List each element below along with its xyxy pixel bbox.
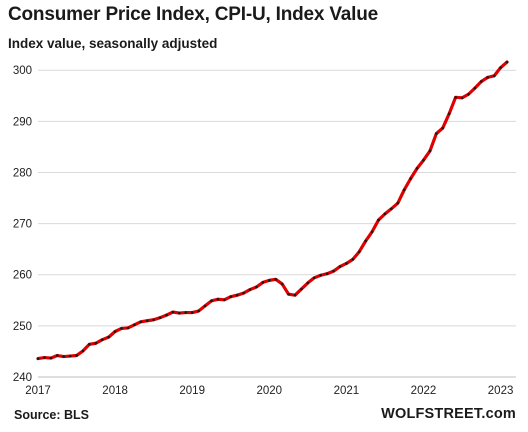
y-tick-label: 290 [13,116,32,128]
data-point [357,250,361,254]
data-point [390,207,393,211]
x-tick-label: 2021 [334,385,360,397]
data-point [409,177,412,180]
data-point [338,265,342,268]
data-point [300,287,303,291]
data-point [165,313,168,317]
data-point [229,295,233,299]
data-point [75,354,78,357]
y-tick-label: 260 [13,270,32,282]
data-point [364,239,368,243]
data-point [473,86,477,90]
data-point [62,355,66,358]
data-point [120,327,123,330]
data-point [492,74,496,78]
data-point [396,201,400,205]
brand-label: WOLFSTREET.com [381,406,516,422]
data-point [383,212,387,216]
data-point [100,338,104,342]
data-point [235,293,239,297]
data-point [479,80,483,83]
data-point [139,320,143,324]
data-point [126,326,130,330]
data-point [274,277,278,281]
y-axis-ticks: 240 250 260 270 280 290 300 [13,65,32,384]
data-point [261,281,265,284]
data-point [306,281,310,285]
data-point [145,319,149,323]
data-point [184,311,188,314]
data-point [203,304,207,308]
y-tick-label: 240 [13,372,32,384]
data-point [447,112,451,116]
data-point [36,357,40,360]
data-point [242,291,245,295]
grid-lines [38,69,516,378]
data-point [454,95,457,99]
data-point [332,269,335,273]
data-point [280,282,284,286]
data-point [319,273,323,277]
data-point [197,309,200,313]
x-tick-label: 2023 [488,385,514,397]
data-point [422,158,425,162]
x-axis-ticks: 2017 2018 2019 2020 2021 2022 2023 [25,385,513,397]
data-point [351,258,355,261]
x-tick-label: 2020 [256,385,282,397]
x-tick-label: 2018 [102,385,128,397]
data-point [467,92,470,96]
data-point [402,188,406,192]
data-point [88,342,91,346]
data-point [505,60,509,64]
data-point [486,76,490,79]
data-point [267,279,271,282]
data-point [152,318,155,322]
chart-title: Consumer Price Index, CPI-U, Index Value [8,4,379,25]
x-tick-label: 2022 [411,385,437,397]
data-point [158,316,162,320]
cpi-series-line [36,60,509,361]
data-point [94,341,98,345]
data-point [81,349,85,353]
series-group [36,60,509,361]
data-point [255,285,258,289]
chart-subtitle: Index value, seasonally adjusted [8,36,218,51]
data-point [499,66,502,70]
data-point [415,167,419,170]
data-point [190,311,194,314]
data-point [49,356,53,360]
data-point [370,230,374,234]
x-tick-label: 2019 [179,385,205,397]
data-point [248,288,252,291]
data-point [55,354,59,357]
data-point [345,262,348,265]
data-point [428,149,432,153]
data-point [210,299,213,303]
data-point [177,311,181,315]
data-point [113,330,117,333]
data-point [434,132,438,135]
y-tick-label: 300 [13,65,32,77]
source-label: Source: BLS [14,408,90,422]
data-point [293,293,297,297]
data-point [222,298,226,302]
data-point [312,276,316,280]
y-tick-label: 270 [13,219,32,231]
data-point [441,126,445,130]
data-point [216,297,220,301]
data-point [325,272,329,276]
data-point [133,323,136,327]
data-point [460,96,464,100]
x-tick-label: 2017 [25,385,51,397]
y-tick-label: 280 [13,167,32,179]
data-point [287,292,290,296]
data-point [68,354,72,358]
y-tick-label: 250 [13,321,32,333]
data-point [171,310,175,314]
data-point [107,335,111,339]
data-point [377,218,380,222]
data-point [43,356,46,359]
